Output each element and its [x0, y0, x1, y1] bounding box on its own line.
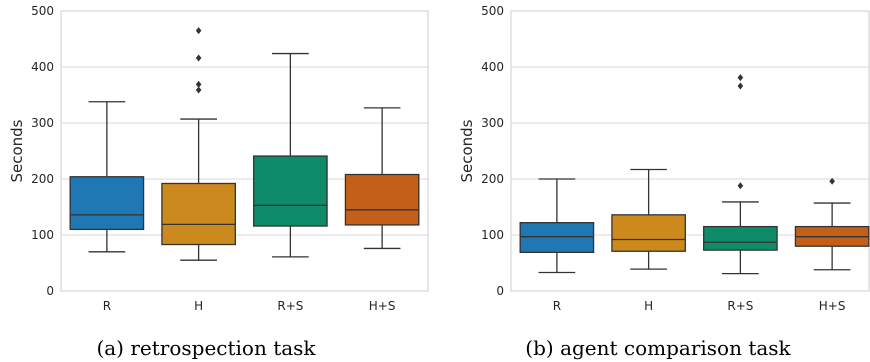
x-tick-label: R	[103, 299, 111, 313]
x-tick-label: R+S	[727, 299, 753, 313]
y-axis-label: Seconds	[458, 119, 476, 182]
x-tick-label: H	[194, 299, 203, 313]
y-tick-label: 300	[481, 116, 504, 130]
y-tick-label: 0	[46, 284, 54, 298]
y-tick-label: 200	[481, 172, 504, 186]
iqr-box	[611, 214, 686, 252]
y-axis-label: Seconds	[8, 119, 26, 182]
box-H+S	[794, 177, 870, 271]
y-tick-label: 100	[31, 228, 54, 242]
y-tick-label: 300	[31, 116, 54, 130]
x-tick-label: H+S	[369, 299, 396, 313]
box-R+S	[703, 74, 778, 275]
subfigure-caption: (a) retrospection task	[96, 336, 316, 360]
plot-frame	[60, 10, 429, 292]
subfigure-caption: (b) agent comparison task	[525, 336, 791, 360]
iqr-box	[253, 155, 328, 227]
x-tick-label: R	[553, 299, 561, 313]
outlier-point	[195, 27, 202, 35]
iqr-box	[519, 222, 595, 254]
y-tick-label: 0	[496, 284, 504, 298]
box-H	[161, 27, 236, 261]
outlier-point	[737, 82, 744, 90]
y-tick-label: 100	[481, 228, 504, 242]
box-R	[69, 101, 145, 253]
outlier-point	[195, 86, 202, 94]
x-tick-label: R+S	[277, 299, 303, 313]
box-R	[519, 178, 595, 274]
chart-panel-retrospection: 0 100 200 300 400 500 Seconds R H R+S H+S (a) retro…	[8, 4, 429, 360]
chart-panel-agent-comparison: 0 100 200 300 400 500 Seconds R H R+S H+S (b) agent…	[458, 4, 870, 360]
outlier-point	[829, 177, 835, 185]
iqr-box	[69, 176, 145, 231]
iqr-box	[703, 225, 778, 251]
iqr-box	[161, 182, 236, 246]
outlier-point	[737, 182, 744, 190]
y-tick-label: 200	[31, 172, 54, 186]
x-tick-label: H	[644, 299, 653, 313]
y-tick-label: 400	[31, 60, 54, 74]
y-tick-label: 500	[31, 4, 54, 18]
outlier-point	[195, 54, 202, 62]
plot-frame	[510, 10, 870, 292]
box-R+S	[253, 52, 328, 258]
box-H	[611, 168, 686, 270]
x-tick-label: H+S	[819, 299, 846, 313]
iqr-box	[344, 173, 420, 226]
y-tick-label: 400	[481, 60, 504, 74]
box-H+S	[344, 107, 420, 250]
outlier-point	[195, 80, 202, 88]
outlier-point	[737, 74, 744, 82]
y-tick-label: 500	[481, 4, 504, 18]
